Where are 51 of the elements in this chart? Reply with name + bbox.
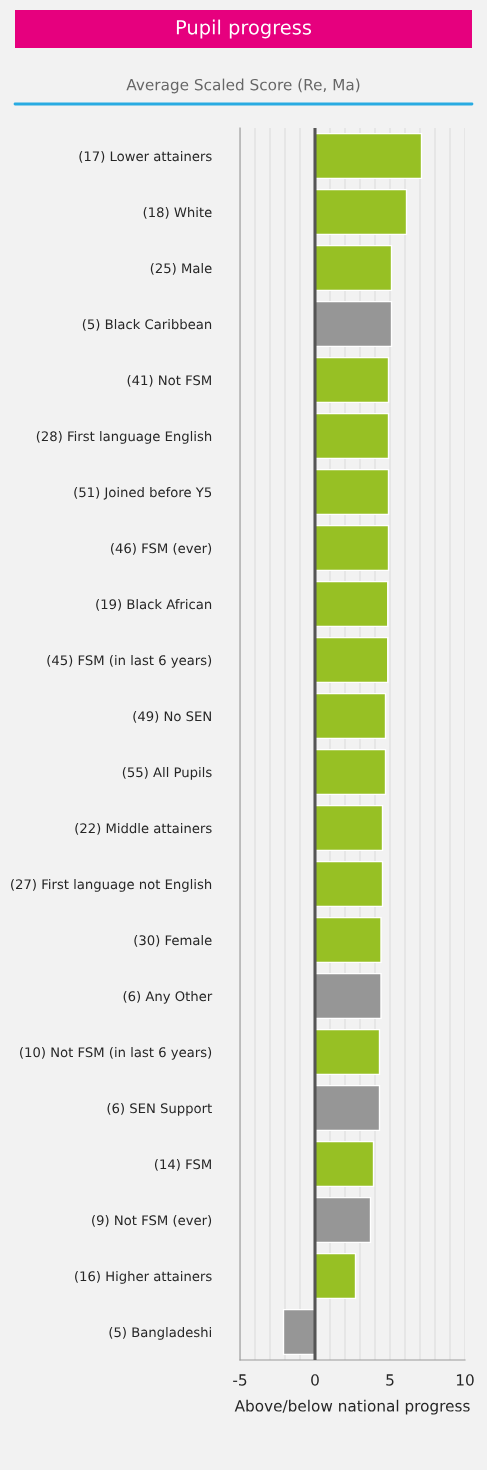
y-tick-label: (55) All Pupils: [122, 766, 212, 780]
bar: [314, 524, 390, 572]
chart-title: Pupil progress: [176, 19, 312, 39]
bar: [314, 636, 389, 684]
bar: [314, 692, 387, 740]
bar: [314, 972, 382, 1020]
bar: [314, 1084, 381, 1132]
bar: [314, 412, 390, 460]
y-tick-label: (49) No SEN: [133, 711, 211, 723]
y-tick-label: (16) Higher attainers: [75, 1270, 212, 1284]
y-tick-label: (9) Not FSM (ever): [92, 1215, 212, 1227]
y-tick-label: (51) Joined before Y5: [74, 486, 212, 500]
bar: [314, 188, 408, 236]
y-tick-label: (27) First language not English: [11, 878, 212, 892]
bar: [314, 1196, 372, 1244]
bar: [314, 1140, 375, 1188]
y-tick-label: (19) Black African: [96, 598, 212, 611]
y-tick-label: (25) Male: [150, 262, 212, 275]
bar: [314, 580, 389, 628]
y-tick-label: (46) FSM (ever): [111, 543, 212, 555]
chart-subtitle: Average Scaled Score (Re, Ma): [126, 78, 360, 94]
y-tick-label: (14) FSM: [154, 1159, 211, 1171]
y-tick-label: (17) Lower attainers: [79, 150, 212, 163]
bar: [314, 356, 390, 404]
y-tick-label: (6) SEN Support: [107, 1103, 212, 1116]
bar: [314, 300, 393, 348]
x-axis-title: Above/below national progress: [234, 1399, 470, 1415]
x-tick-label: 0: [311, 1374, 319, 1386]
bar: [314, 1028, 381, 1076]
y-tick-label: (22) Middle attainers: [75, 822, 212, 835]
bar: [314, 468, 390, 516]
bar: [314, 132, 423, 180]
y-tick-label: (41) Not FSM: [127, 375, 211, 387]
y-tick-label: (30) Female: [134, 934, 212, 947]
bar: [314, 860, 384, 908]
y-tick-label: (28) First language English: [36, 430, 212, 444]
y-tick-label: (10) Not FSM (in last 6 years): [20, 1046, 212, 1060]
y-tick-label: (45) FSM (in last 6 years): [47, 654, 212, 668]
x-tick-label: 5: [386, 1374, 394, 1386]
bar: [314, 748, 387, 796]
bar: [314, 244, 393, 292]
y-tick-label: (5) Black Caribbean: [82, 318, 212, 331]
bar: [282, 1308, 316, 1356]
x-tick-label: -5: [233, 1374, 247, 1386]
bar: [314, 1252, 357, 1300]
y-tick-label: (5) Bangladeshi: [109, 1326, 211, 1340]
y-tick-label: (6) Any Other: [123, 990, 213, 1004]
bar: [314, 916, 382, 964]
y-tick-label: (18) White: [143, 206, 212, 219]
bar: [314, 804, 384, 852]
x-tick-label: 10: [456, 1374, 474, 1386]
